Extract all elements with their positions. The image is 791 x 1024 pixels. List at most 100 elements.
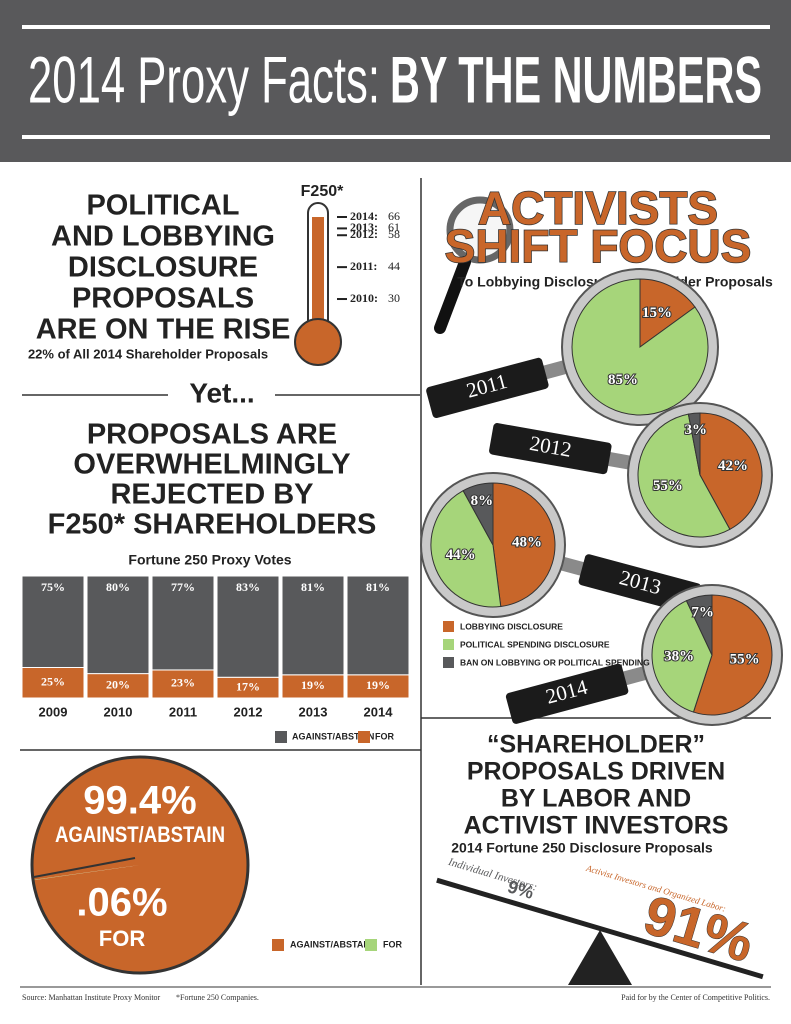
legend-swatch xyxy=(358,731,370,743)
tick-label: 2014: xyxy=(350,209,378,223)
heading: PROPOSALS xyxy=(72,283,254,315)
value-label: 19% xyxy=(366,678,390,692)
pie-slice xyxy=(31,756,248,973)
x-tick-label: 2011 xyxy=(169,704,197,719)
tick-label: 2013: xyxy=(350,220,378,234)
handle-neck xyxy=(558,556,586,577)
chart-title: Fortune 250 Proxy Votes xyxy=(128,552,291,568)
bar-segment xyxy=(86,673,150,699)
category-label: AGAINST/ABSTAIN xyxy=(55,822,225,847)
tick-label: 2012: xyxy=(350,227,378,241)
fulcrum xyxy=(568,930,632,985)
legend-label: FOR xyxy=(375,731,394,741)
value-label: 7% xyxy=(691,604,714,620)
value-label: 55% xyxy=(653,478,683,494)
value-label: 17% xyxy=(236,679,260,693)
legend-label: AGAINST/ABSTAIN xyxy=(290,939,372,949)
legend-swatch xyxy=(443,639,454,650)
footer-source: Source: Manhattan Institute Proxy Monito… xyxy=(22,993,161,1002)
value-label: 99.4% xyxy=(83,779,196,823)
value-label: 48% xyxy=(512,534,542,550)
x-tick-label: 2014 xyxy=(364,704,394,719)
pie-slice xyxy=(651,600,713,713)
seesaw-board xyxy=(436,877,764,980)
tick-value: 61 xyxy=(388,220,400,234)
bar-segment xyxy=(21,667,85,699)
bar-segment xyxy=(151,669,215,699)
magnifier xyxy=(426,357,569,418)
title: 2014 Proxy Facts: xyxy=(28,42,380,116)
handle-neck xyxy=(606,451,633,470)
pie-slice xyxy=(685,594,713,656)
legend-swatch xyxy=(365,939,377,951)
value-label: 80% xyxy=(106,580,130,594)
header-rule xyxy=(22,25,770,29)
pie-slice xyxy=(492,482,556,608)
header-rule xyxy=(22,135,770,139)
value-label: 44% xyxy=(446,547,476,563)
value-label: 81% xyxy=(301,580,325,594)
tick-label: 2010: xyxy=(350,291,378,305)
category-label: FOR xyxy=(99,926,146,951)
value-label: 15% xyxy=(642,305,672,321)
tick-value: 44 xyxy=(388,259,400,273)
x-tick-label: 2010 xyxy=(104,704,133,719)
value-label: 75% xyxy=(41,580,65,594)
title-emphasis: BY THE NUMBERS xyxy=(390,42,762,116)
tick-value: 58 xyxy=(388,227,400,241)
bar-segment xyxy=(21,575,85,668)
subtitle: 22% of All 2014 Shareholder Proposals xyxy=(28,346,268,361)
heading: DISCLOSURE xyxy=(68,252,258,284)
legend-label: FOR xyxy=(383,939,402,949)
divider-text: Yet... xyxy=(189,377,254,408)
footer-paid: Paid for by the Center of Competitive Po… xyxy=(621,993,770,1002)
magnifier xyxy=(505,663,649,724)
magnifier xyxy=(489,423,633,475)
legend-swatch xyxy=(272,939,284,951)
legend-label: LOBBYING DISCLOSURE xyxy=(460,621,563,631)
value-label: 55% xyxy=(730,652,760,668)
bar-segment xyxy=(216,575,280,678)
handle-neck xyxy=(541,359,569,380)
x-tick-label: 2009 xyxy=(39,704,68,719)
pie-slice xyxy=(639,278,696,348)
heading: PROPOSALS DRIVEN xyxy=(467,758,725,786)
value-label: 77% xyxy=(171,580,195,594)
magnifier-icon xyxy=(446,196,514,264)
value-label: 8% xyxy=(471,493,494,509)
x-tick-label: 2013 xyxy=(299,704,328,719)
pie-needle xyxy=(33,857,136,878)
heading: ACTIVIST INVESTORS xyxy=(464,812,729,840)
heading: PROPOSALS ARE xyxy=(87,419,337,451)
pie-slice xyxy=(462,482,494,546)
value-label: 81% xyxy=(366,580,390,594)
legend-swatch xyxy=(443,621,454,632)
pie-slice xyxy=(430,489,502,608)
heading: REJECTED BY xyxy=(110,479,313,511)
heading: “SHAREHOLDER” xyxy=(487,731,705,759)
value-label: 85% xyxy=(608,372,638,388)
legend-swatch xyxy=(275,731,287,743)
pie-slice xyxy=(571,278,709,416)
heading: SHIFT FOCUS xyxy=(445,220,752,272)
handle xyxy=(505,663,629,724)
chart-subtitle: 2014 Fortune 250 Disclosure Proposals xyxy=(451,840,713,856)
heading: POLITICAL xyxy=(86,190,239,222)
handle xyxy=(426,357,549,418)
handle-neck xyxy=(621,665,649,686)
value-label: 19% xyxy=(301,678,325,692)
thermo-bulb xyxy=(294,318,342,366)
value-label: 42% xyxy=(718,458,748,474)
pie-slice xyxy=(687,412,701,476)
heading: AND LOBBYING xyxy=(51,221,275,253)
bar-segment xyxy=(346,575,410,676)
heading: ARE ON THE RISE xyxy=(36,314,291,346)
value-label: 3% xyxy=(685,422,708,438)
bar-segment xyxy=(281,575,345,676)
value-label: 23% xyxy=(171,676,195,690)
tick-value: 66 xyxy=(388,209,400,223)
legend-label: BAN ON LOBBYING OR POLITICAL SPENDING xyxy=(460,657,650,667)
legend-label: AGAINST/ABSTAIN xyxy=(292,731,374,741)
value-label: 83% xyxy=(236,580,260,594)
